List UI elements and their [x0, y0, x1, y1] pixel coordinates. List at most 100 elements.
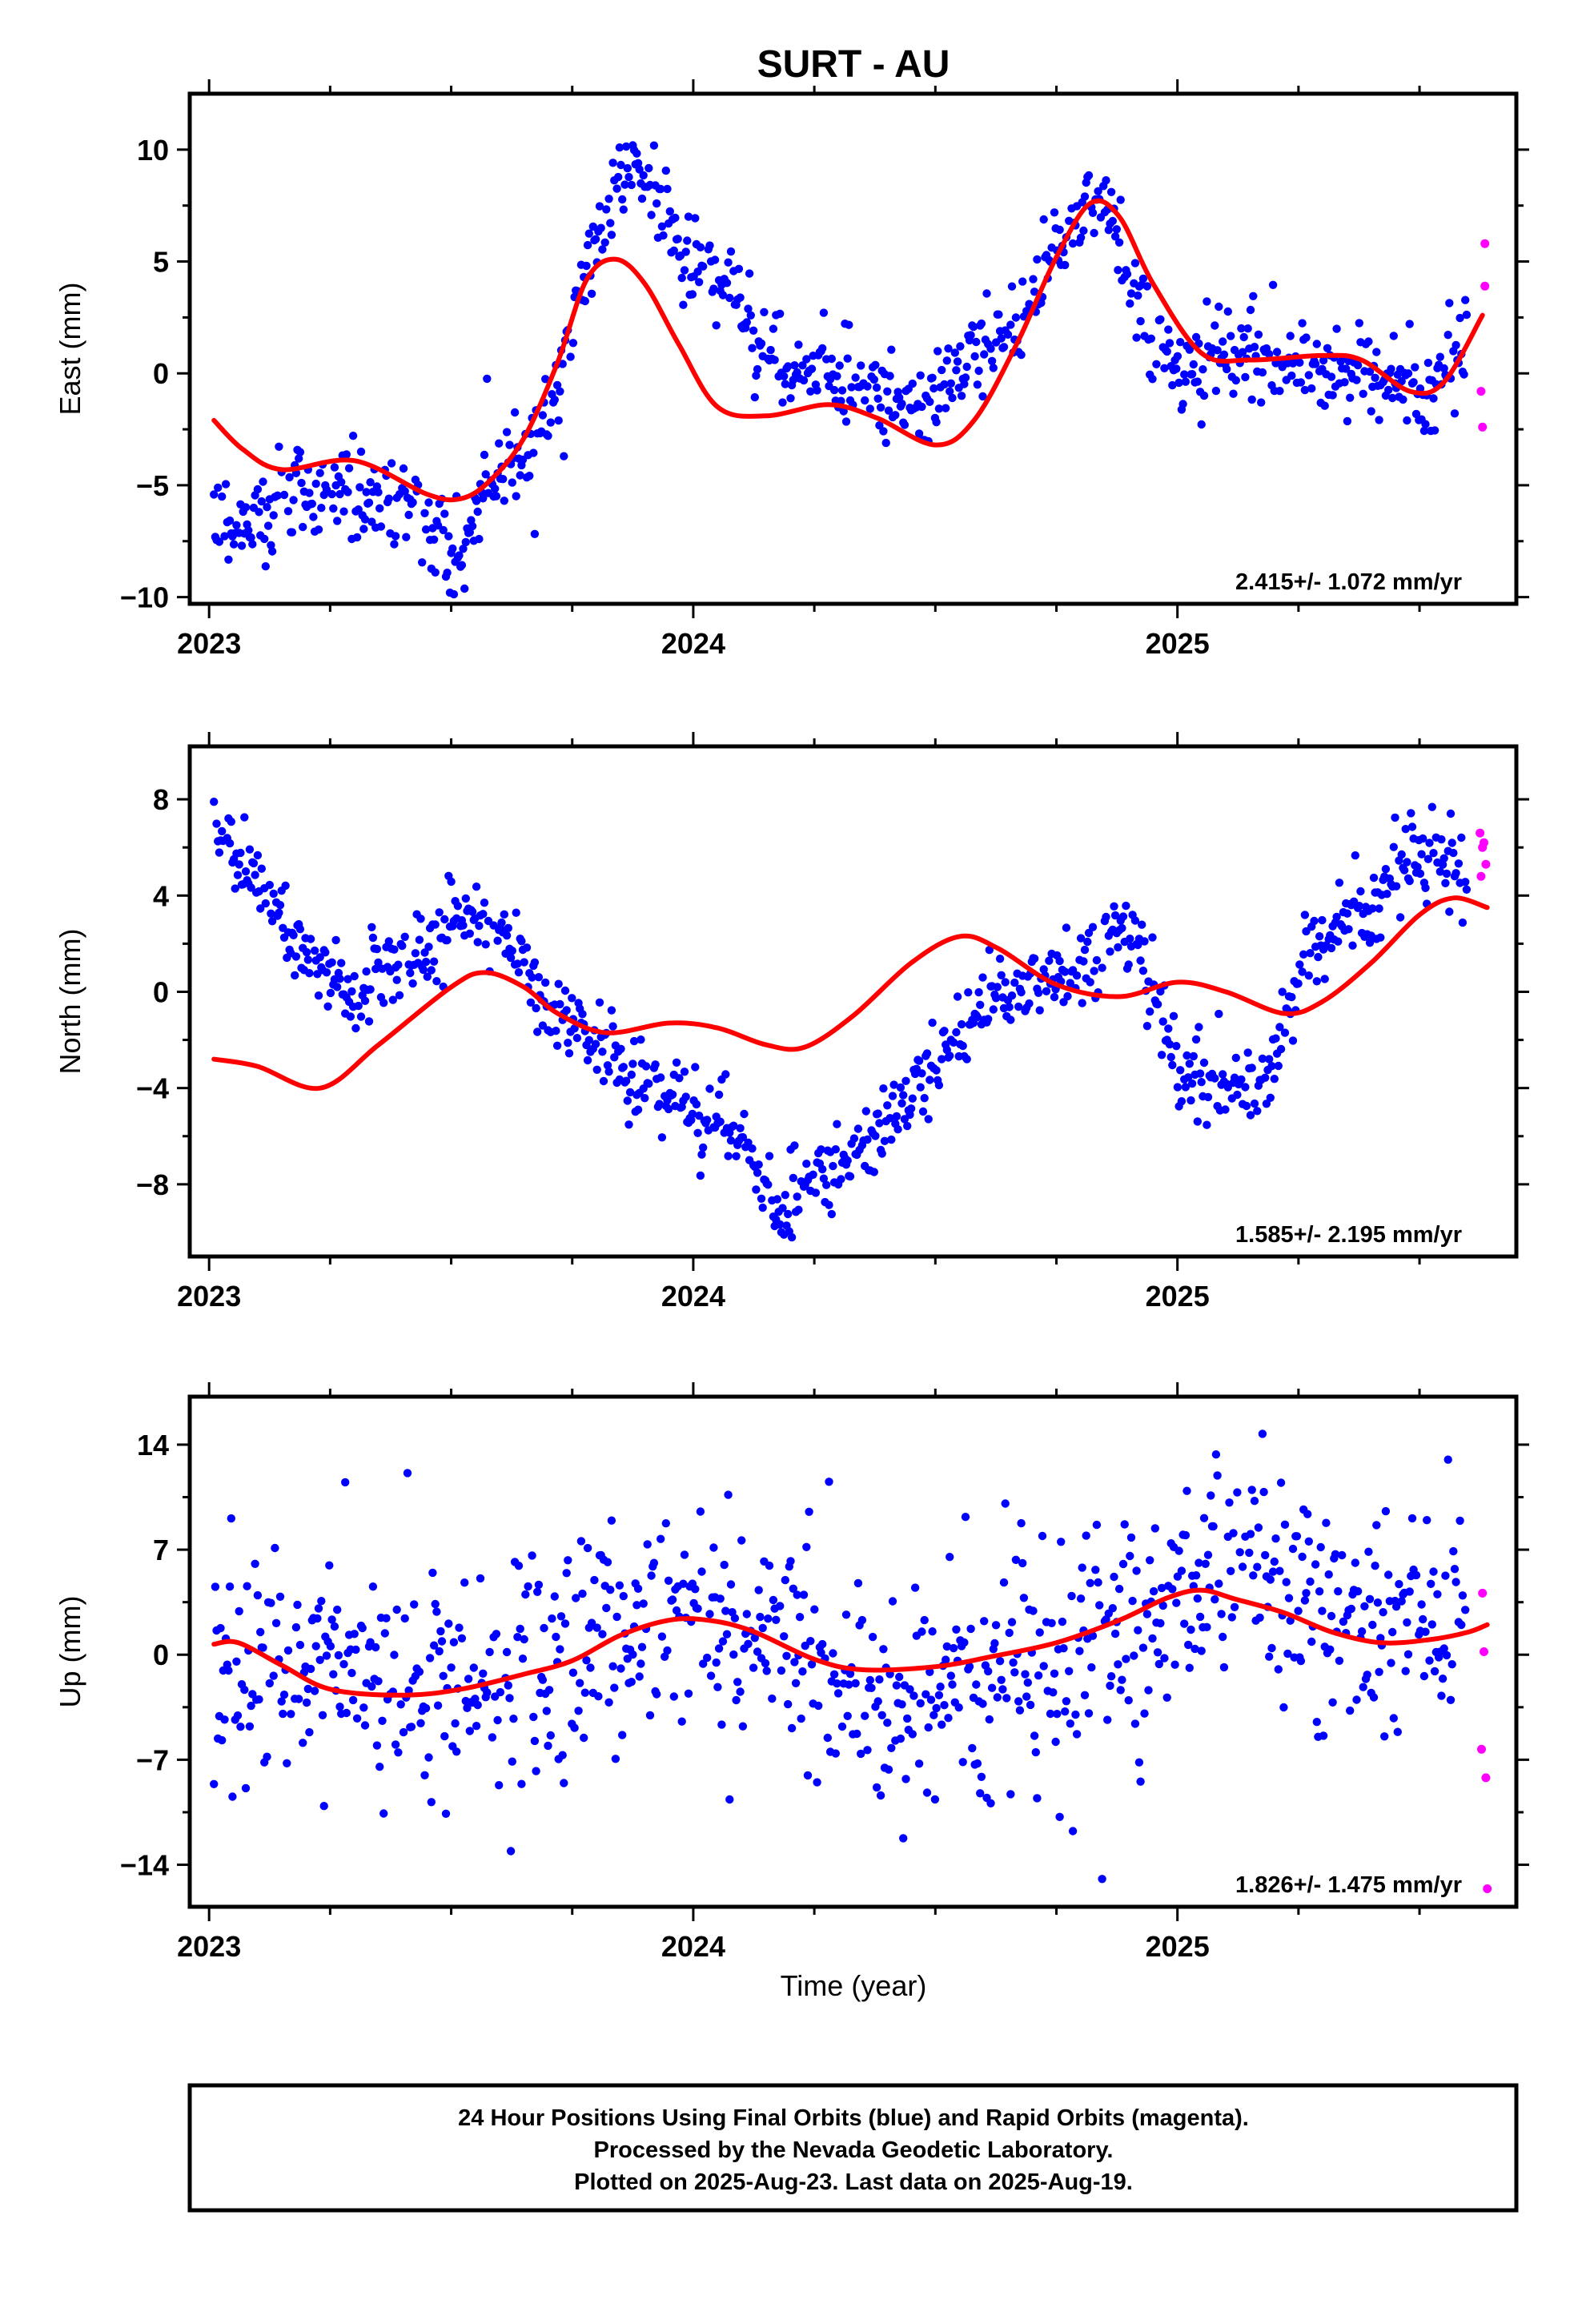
- final-orbit-point: [794, 340, 803, 349]
- final-orbit-point: [807, 364, 817, 373]
- final-orbit-point: [861, 1711, 869, 1720]
- final-orbit-point: [805, 1507, 813, 1517]
- final-orbit-point: [1088, 208, 1098, 217]
- final-orbit-point: [1258, 1054, 1267, 1063]
- final-orbit-point: [558, 360, 567, 368]
- final-orbit-point: [1423, 1516, 1431, 1525]
- final-orbit-point: [928, 373, 937, 382]
- final-orbit-point: [221, 480, 231, 489]
- final-orbit-point: [322, 1651, 331, 1660]
- final-orbit-point: [495, 1781, 504, 1790]
- final-orbit-point: [705, 241, 714, 250]
- final-orbit-point: [1114, 1660, 1122, 1669]
- final-orbit-point: [713, 1683, 722, 1691]
- final-orbit-point: [566, 352, 575, 361]
- final-orbit-point: [629, 1036, 639, 1046]
- final-orbit-point: [305, 969, 314, 978]
- final-orbit-point: [1391, 813, 1399, 822]
- final-orbit-point: [1018, 1558, 1027, 1568]
- final-orbit-point: [802, 1542, 811, 1552]
- final-orbit-point: [1211, 321, 1219, 330]
- final-orbit-point: [1439, 854, 1448, 863]
- final-orbit-point: [267, 909, 275, 919]
- final-orbit-point: [865, 404, 875, 413]
- final-orbit-point: [1144, 1686, 1153, 1695]
- final-orbit-point: [1443, 331, 1452, 340]
- final-orbit-point: [267, 917, 277, 926]
- final-orbit-point: [1138, 920, 1146, 929]
- final-orbit-point: [481, 940, 490, 949]
- final-orbit-point: [1229, 389, 1238, 398]
- final-orbit-point: [492, 1630, 501, 1638]
- final-orbit-point: [954, 1703, 963, 1712]
- final-orbit-point: [610, 1683, 619, 1692]
- final-orbit-point: [330, 1622, 339, 1631]
- final-orbit-point: [327, 489, 336, 499]
- final-orbit-point: [1014, 1697, 1023, 1706]
- final-orbit-point: [431, 568, 440, 577]
- final-orbit-point: [994, 310, 1003, 319]
- final-orbit-point: [884, 406, 893, 415]
- final-orbit-point: [1389, 332, 1399, 340]
- final-orbit-point: [696, 243, 705, 251]
- final-orbit-point: [1371, 373, 1379, 382]
- final-orbit-point: [1274, 1665, 1283, 1674]
- final-orbit-point: [680, 1550, 689, 1559]
- final-orbit-point: [786, 394, 795, 403]
- final-orbit-point: [693, 1128, 702, 1138]
- final-orbit-point: [562, 1006, 571, 1015]
- y-axis-label: North (mm): [54, 929, 86, 1075]
- final-orbit-point: [440, 915, 449, 924]
- final-orbit-point: [1338, 1550, 1347, 1560]
- final-orbit-point: [339, 507, 348, 516]
- final-orbit-point: [787, 1232, 797, 1242]
- final-orbit-point: [940, 380, 949, 389]
- final-orbit-point: [1174, 1546, 1183, 1555]
- final-orbit-point: [897, 400, 906, 408]
- final-orbit-point: [514, 1562, 524, 1570]
- final-orbit-point: [562, 1569, 571, 1578]
- final-orbit-point: [541, 978, 550, 987]
- final-orbit-point: [552, 1027, 560, 1035]
- final-orbit-point: [604, 1698, 613, 1707]
- final-orbit-point: [526, 998, 536, 1007]
- x-tick-label: 2023: [177, 1930, 241, 1963]
- final-orbit-point: [1405, 876, 1414, 886]
- final-orbit-point: [1116, 1686, 1125, 1695]
- final-orbit-point: [1045, 956, 1054, 965]
- final-orbit-point: [1351, 1558, 1360, 1567]
- final-orbit-point: [260, 534, 269, 544]
- final-orbit-point: [872, 383, 881, 392]
- final-orbit-point: [811, 1188, 821, 1197]
- final-orbit-point: [997, 1675, 1006, 1684]
- final-orbit-point: [400, 1614, 409, 1623]
- final-orbit-point: [1389, 842, 1399, 851]
- final-orbit-point: [636, 1035, 645, 1044]
- final-orbit-point: [1017, 1518, 1026, 1528]
- final-orbit-point: [1272, 348, 1282, 356]
- final-orbit-point: [1365, 1594, 1375, 1604]
- final-orbit-point: [374, 958, 383, 967]
- final-orbit-point: [769, 1595, 778, 1605]
- rapid-orbit-point: [1478, 422, 1488, 432]
- final-orbit-point: [513, 1633, 522, 1642]
- final-orbit-point: [473, 1700, 482, 1710]
- final-orbit-point: [699, 1659, 708, 1668]
- final-orbit-point: [734, 264, 744, 273]
- final-orbit-point: [247, 533, 255, 542]
- final-orbit-point: [1257, 398, 1266, 407]
- final-orbit-point: [726, 1136, 736, 1145]
- final-orbit-point: [687, 1116, 696, 1124]
- final-orbit-point: [460, 584, 469, 593]
- final-orbit-point: [799, 1590, 809, 1599]
- final-orbit-point: [776, 1220, 785, 1229]
- final-orbit-point: [632, 1601, 641, 1610]
- final-orbit-point: [732, 1152, 741, 1161]
- final-orbit-point: [853, 1124, 863, 1133]
- final-orbit-point: [598, 245, 607, 254]
- final-orbit-point: [512, 908, 520, 917]
- final-orbit-point: [960, 380, 969, 388]
- final-orbit-point: [978, 392, 987, 401]
- final-orbit-point: [255, 508, 263, 517]
- final-orbit-point: [946, 387, 954, 396]
